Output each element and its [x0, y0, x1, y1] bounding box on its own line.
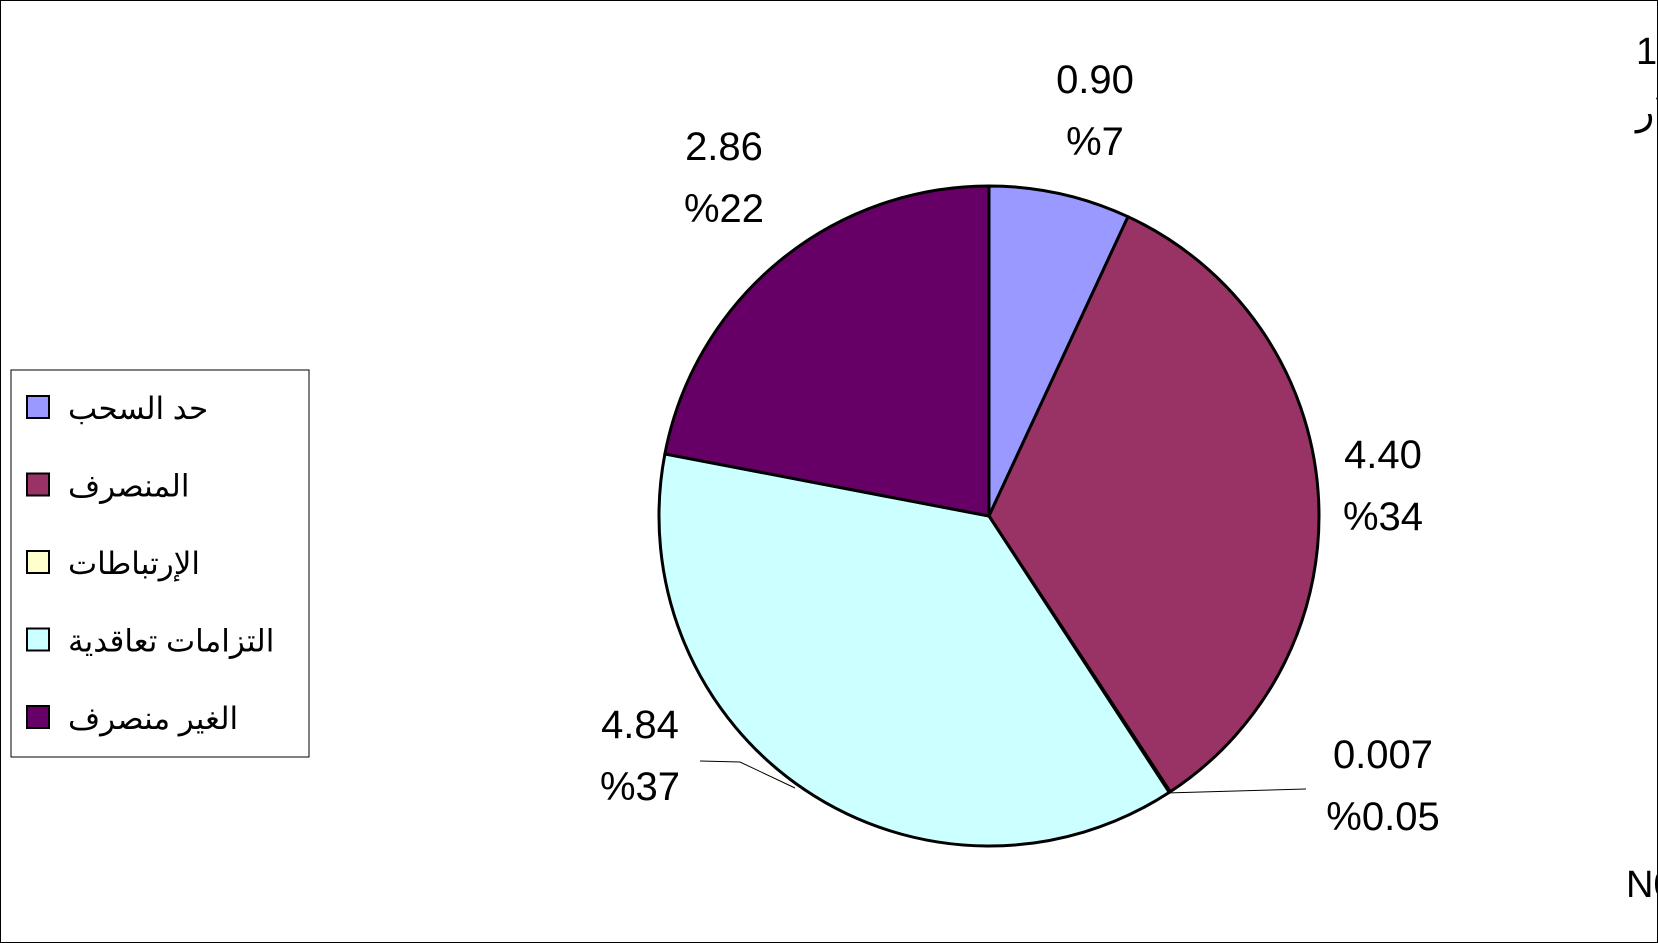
legend-label-5: الغير منصرف	[68, 701, 238, 737]
slice-percent-label-1: %7	[1066, 120, 1124, 164]
slice-value-label-5: 2.86	[685, 125, 763, 169]
footer-note: قرض IDA رقم 0-N008	[1626, 864, 1658, 907]
legend-swatch-4	[26, 627, 50, 652]
legend-label-1: حد السحب	[68, 391, 208, 426]
legend-label-2: المنصرف	[68, 469, 189, 505]
legend-swatch-2	[26, 472, 50, 497]
slice-value-label-4: 4.84	[601, 703, 679, 747]
pie-slice-5	[663, 184, 991, 518]
slice-percent-label-2: %34	[1343, 495, 1423, 539]
legend-label-3: الإرتباطات	[68, 546, 200, 582]
pie-slice-2	[987, 215, 1321, 794]
slice-percent-label-3: %0.05	[1326, 795, 1439, 839]
slice-value-label-3: 0.007	[1333, 733, 1433, 777]
slice-value-label-1: 0.90	[1056, 58, 1134, 102]
slice-percent-label-5: %22	[684, 187, 764, 231]
total-note-line-2: مليون دولار	[1634, 91, 1658, 134]
legend-box	[10, 369, 310, 758]
pie-slice-4	[657, 452, 1171, 848]
leader-line-4	[699, 760, 796, 789]
leader-line-3	[1165, 788, 1307, 794]
legend-swatch-1	[26, 395, 50, 419]
slice-percent-label-4: %37	[600, 765, 680, 809]
total-note-line-1: إجمالى القرض 13	[1636, 31, 1658, 74]
pie-slice-1	[987, 184, 1130, 518]
slice-value-label-2: 4.40	[1344, 433, 1422, 477]
legend-swatch-5	[26, 705, 50, 729]
legend-label-4: التزامات تعاقدية	[68, 624, 274, 660]
legend-swatch-3	[26, 550, 50, 574]
